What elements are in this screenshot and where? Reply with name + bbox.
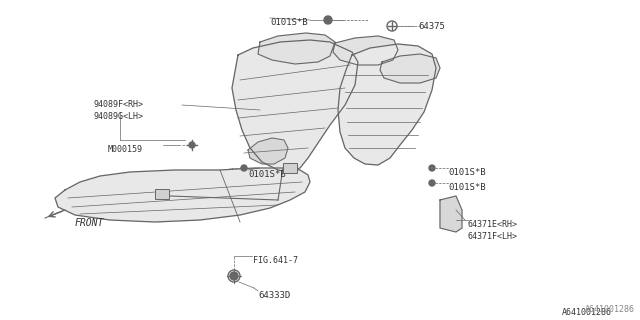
Circle shape	[429, 165, 435, 171]
Text: A641001286: A641001286	[585, 305, 635, 314]
Bar	[155, 189, 169, 199]
Text: 94089G<LH>: 94089G<LH>	[93, 112, 143, 121]
Text: 64333D: 64333D	[258, 291, 291, 300]
Bar	[283, 163, 297, 173]
Polygon shape	[338, 44, 436, 165]
Circle shape	[324, 16, 332, 24]
Polygon shape	[333, 36, 398, 65]
Text: 64375: 64375	[418, 22, 445, 31]
Polygon shape	[248, 138, 288, 164]
Text: 64371F<LH>: 64371F<LH>	[468, 232, 518, 241]
Polygon shape	[232, 40, 358, 172]
Polygon shape	[380, 54, 440, 83]
Text: 0101S*B: 0101S*B	[270, 18, 308, 27]
Text: 64371E<RH>: 64371E<RH>	[468, 220, 518, 229]
Text: 0101S*B: 0101S*B	[448, 183, 486, 192]
Text: 94089F<RH>: 94089F<RH>	[93, 100, 143, 109]
Circle shape	[429, 180, 435, 186]
Text: 0101S*B: 0101S*B	[448, 168, 486, 177]
Polygon shape	[55, 168, 310, 222]
Text: A641001286: A641001286	[562, 308, 612, 317]
Polygon shape	[440, 196, 462, 232]
Circle shape	[241, 165, 247, 171]
Circle shape	[189, 142, 195, 148]
Polygon shape	[258, 33, 335, 64]
Text: M000159: M000159	[108, 145, 143, 154]
Text: FRONT: FRONT	[75, 218, 104, 228]
Text: FIG.641-7: FIG.641-7	[253, 256, 298, 265]
Circle shape	[230, 272, 238, 280]
Text: 0101S*B: 0101S*B	[248, 170, 285, 179]
